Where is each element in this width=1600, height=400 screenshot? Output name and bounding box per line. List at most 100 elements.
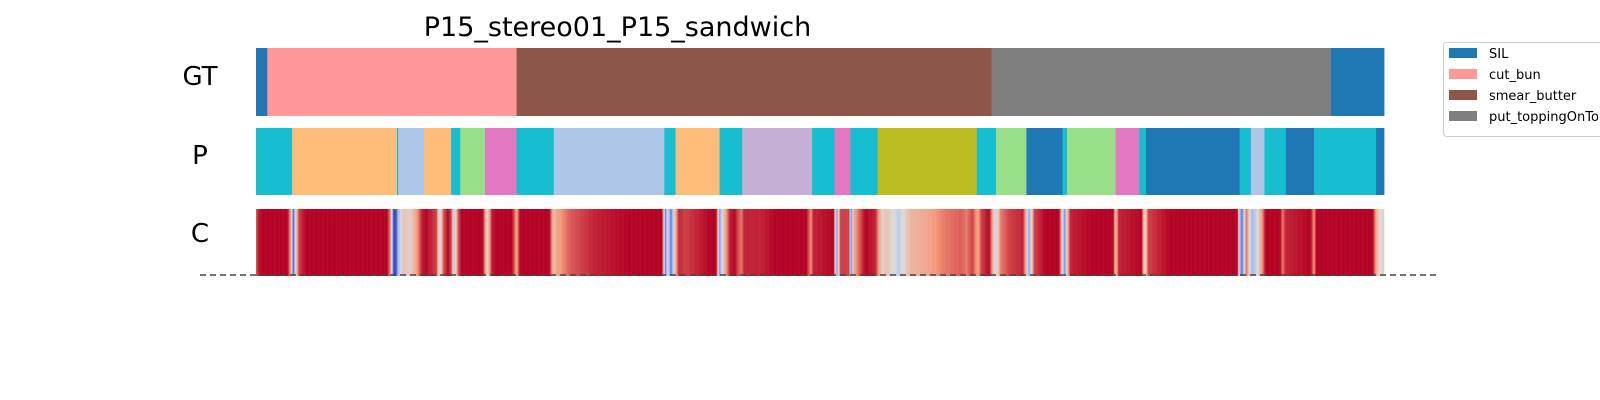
confidence-cell — [716, 209, 718, 276]
confidence-cell — [443, 209, 445, 276]
confidence-cell — [1036, 209, 1038, 276]
confidence-cell — [654, 209, 656, 276]
confidence-cell — [759, 209, 761, 276]
confidence-cell — [1139, 209, 1141, 276]
confidence-cell — [487, 209, 489, 276]
confidence-cell — [501, 209, 503, 276]
confidence-cell — [267, 209, 269, 276]
confidence-cell — [872, 209, 874, 276]
confidence-cell — [834, 209, 835, 276]
pred-segment — [460, 128, 486, 195]
confidence-cell — [700, 209, 702, 276]
confidence-cell — [882, 209, 884, 276]
confidence-cell — [1114, 209, 1116, 276]
confidence-cell — [858, 209, 860, 276]
confidence-cell — [1170, 209, 1172, 276]
confidence-cell — [535, 209, 537, 276]
confidence-cell — [1115, 209, 1117, 276]
confidence-cell — [1191, 209, 1192, 276]
confidence-cell — [799, 209, 800, 276]
confidence-cell — [869, 209, 870, 276]
confidence-cell — [883, 209, 885, 276]
confidence-cell — [1030, 209, 1032, 276]
confidence-cell — [1009, 209, 1011, 276]
confidence-cell — [1362, 209, 1363, 276]
confidence-cell — [434, 209, 436, 276]
confidence-cell — [1047, 209, 1049, 276]
confidence-cell — [816, 209, 817, 276]
confidence-cell — [878, 209, 880, 276]
confidence-cell — [928, 209, 930, 276]
confidence-cell — [598, 209, 600, 276]
confidence-cell — [1042, 209, 1044, 276]
confidence-cell — [1125, 209, 1126, 276]
confidence-cell — [410, 209, 412, 276]
confidence-cell — [936, 209, 938, 276]
confidence-cell — [787, 209, 789, 276]
confidence-cell — [995, 209, 997, 276]
confidence-cell — [419, 209, 421, 276]
confidence-cell — [1241, 209, 1243, 276]
confidence-cell — [1205, 209, 1207, 276]
confidence-cell — [349, 209, 350, 276]
confidence-cell — [1082, 209, 1084, 276]
confidence-cell — [484, 209, 486, 276]
confidence-cell — [708, 209, 710, 276]
confidence-cell — [1091, 209, 1093, 276]
confidence-cell — [527, 209, 529, 276]
confidence-cell — [440, 209, 442, 276]
confidence-cell — [1265, 209, 1267, 276]
confidence-cell — [1191, 209, 1193, 276]
confidence-cell — [742, 209, 744, 276]
confidence-cell — [539, 209, 540, 276]
confidence-cell — [1027, 209, 1029, 276]
confidence-cell — [1259, 209, 1261, 276]
confidence-cell — [586, 209, 588, 276]
confidence-cell — [1135, 209, 1137, 276]
confidence-cell — [870, 209, 872, 276]
confidence-cell — [1183, 209, 1185, 276]
confidence-cell — [1377, 209, 1379, 276]
confidence-cell — [650, 209, 652, 276]
confidence-cell — [1354, 209, 1355, 276]
confidence-cell — [258, 209, 260, 276]
legend-swatch — [1449, 90, 1477, 100]
confidence-cell — [500, 209, 502, 276]
confidence-cell — [1167, 209, 1169, 276]
confidence-cell — [784, 209, 786, 276]
confidence-cell — [1381, 209, 1383, 276]
confidence-cell — [712, 209, 714, 276]
confidence-cell — [741, 209, 742, 276]
confidence-cell — [513, 209, 515, 276]
gt-segment — [256, 48, 268, 116]
confidence-cell — [448, 209, 450, 276]
confidence-cell — [867, 209, 869, 276]
confidence-cell — [1308, 209, 1310, 276]
confidence-cell — [1208, 209, 1209, 276]
confidence-cell — [1149, 209, 1151, 276]
confidence-cell — [1306, 209, 1308, 276]
confidence-cell — [1182, 209, 1183, 276]
confidence-cell — [875, 209, 877, 276]
confidence-cell — [898, 209, 900, 276]
pred-segment — [675, 128, 721, 195]
confidence-cell — [1288, 209, 1290, 276]
confidence-cell — [662, 209, 663, 276]
confidence-cell — [351, 209, 353, 276]
confidence-cell — [607, 209, 609, 276]
confidence-cell — [683, 209, 685, 276]
confidence-cell — [741, 209, 743, 276]
confidence-cell — [554, 209, 556, 276]
confidence-cell — [650, 209, 652, 276]
confidence-cell — [1376, 209, 1377, 276]
confidence-cell — [426, 209, 428, 276]
confidence-cell — [1124, 209, 1126, 276]
confidence-cell — [373, 209, 375, 276]
confidence-cell — [363, 209, 365, 276]
confidence-cell — [1037, 209, 1038, 276]
confidence-cell — [1169, 209, 1171, 276]
confidence-cell — [375, 209, 377, 276]
confidence-cell — [1171, 209, 1173, 276]
confidence-cell — [995, 209, 997, 276]
confidence-cell — [386, 209, 388, 276]
